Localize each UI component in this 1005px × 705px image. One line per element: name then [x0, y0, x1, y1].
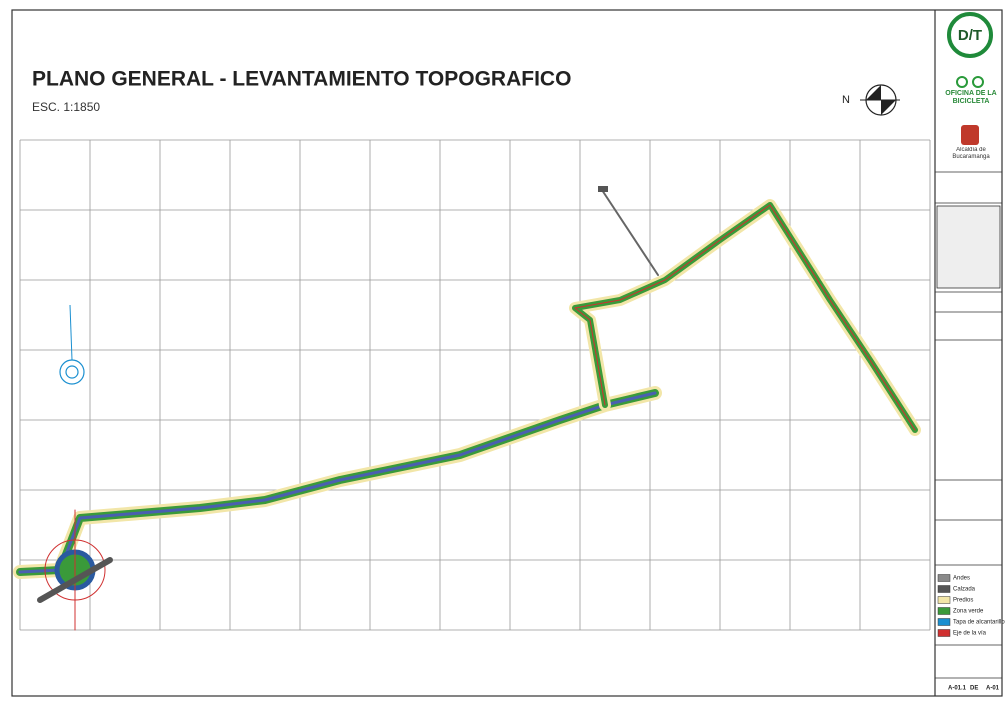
sheet-border [11, 9, 1003, 697]
road-alignment [13, 186, 921, 631]
bike-office-logo: OFICINA DE LA BICICLETA [945, 90, 997, 105]
legend-swatch [937, 629, 951, 637]
sheet-total: A-01 [986, 686, 1000, 692]
north-label: N [842, 94, 850, 106]
legend-swatch [937, 574, 951, 582]
legend-label: Zona verde [953, 609, 984, 615]
legend-swatch [937, 596, 951, 604]
legend-label: Calzada [953, 587, 976, 593]
legend-swatch [937, 585, 951, 593]
plan-scale: ESC. 1:1850 [32, 100, 100, 114]
plan-title: PLANO GENERAL - LEVANTAMIENTO TOPOGRAFIC… [32, 68, 571, 91]
legend-label: Eje de la vía [953, 631, 987, 637]
legend: Andes Calzada Predios Zona verde Tapa de alc… [937, 574, 1005, 637]
manhole-symbol [59, 304, 85, 385]
city-logo: Alcaldía de Bucaramanga [952, 147, 990, 160]
dt-logo: D/T [958, 27, 982, 44]
legend-swatch [937, 607, 951, 615]
legend-label: Predios [953, 598, 973, 604]
coordinate-grid [19, 139, 931, 631]
sheet-of: DE [970, 686, 978, 692]
legend-label: Tapa de alcantarillo [953, 620, 1005, 626]
north-arrow: N [842, 84, 900, 116]
sheet-number: A-01.1 [948, 686, 967, 692]
legend-swatch [937, 618, 951, 626]
title-block [935, 171, 1002, 679]
logos: D/T OFICINA DE LA BICICLETA Alcaldía de … [945, 12, 997, 160]
legend-label: Andes [953, 576, 970, 582]
